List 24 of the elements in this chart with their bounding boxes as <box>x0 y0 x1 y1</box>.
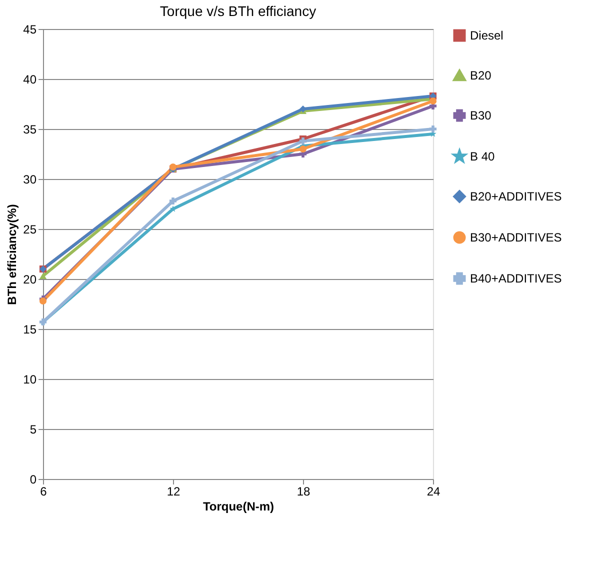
x-tick-label: 12 <box>166 484 180 498</box>
legend-label: B20+ADDITIVES <box>470 190 562 204</box>
x-tick-label: 18 <box>296 484 310 498</box>
y-tick-label: 0 <box>30 472 37 486</box>
legend-label: Diesel <box>470 28 504 42</box>
chart-title: Torque v/s BTh efficiancy <box>160 3 316 19</box>
y-tick-label: 40 <box>23 72 37 86</box>
legend-label: B30 <box>470 108 492 122</box>
y-tick-label: 35 <box>23 122 37 136</box>
x-tick-label: 6 <box>40 484 48 498</box>
y-axis-title: BTh efficiancy(%) <box>5 204 20 305</box>
y-tick-label: 15 <box>23 322 37 336</box>
legend-label: B 40 <box>470 150 496 164</box>
y-tick-label: 30 <box>23 172 37 186</box>
legend-label: B40+ADDITIVES <box>470 272 562 286</box>
y-tick-label: 20 <box>23 272 37 286</box>
y-tick-label: 25 <box>23 222 37 236</box>
legend-label: B30+ADDITIVES <box>470 230 562 244</box>
y-tick-label: 5 <box>30 422 37 436</box>
x-axis-title: Torque(N-m) <box>202 500 274 514</box>
y-tick-label: 45 <box>23 22 37 36</box>
y-tick-label: 10 <box>23 372 37 386</box>
x-tick-label: 24 <box>426 484 440 498</box>
legend-label: B20 <box>470 68 492 82</box>
